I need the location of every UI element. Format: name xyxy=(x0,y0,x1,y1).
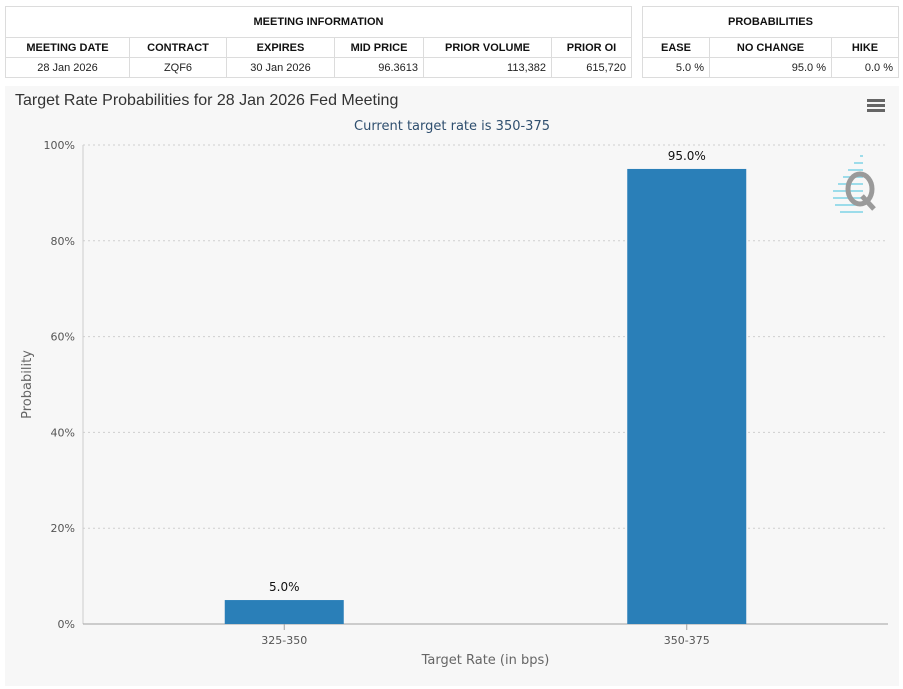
hike-value: 0.0 % xyxy=(831,57,899,78)
meeting-information-header: MEETING INFORMATION xyxy=(5,6,632,38)
y-tick-label: 20% xyxy=(51,522,75,535)
chart-subtitle: Current target rate is 350-375 xyxy=(354,119,550,134)
col-prior-oi: PRIOR OI xyxy=(551,37,632,58)
ease-value: 5.0 % xyxy=(642,57,710,78)
col-no-change: NO CHANGE xyxy=(709,37,832,58)
data-label: 95.0% xyxy=(668,149,706,163)
y-tick-label: 40% xyxy=(51,426,75,439)
col-meeting-date: MEETING DATE xyxy=(5,37,130,58)
table-row: 5.0 % 95.0 % 0.0 % xyxy=(642,57,899,78)
prior-volume-value: 113,382 xyxy=(423,57,552,78)
meeting-information-table: MEETING INFORMATION MEETING DATE CONTRAC… xyxy=(5,6,632,78)
x-axis-title: Target Rate (in bps) xyxy=(421,653,550,668)
data-label: 5.0% xyxy=(269,580,300,594)
meeting-date-value: 28 Jan 2026 xyxy=(5,57,130,78)
chart-panel: 0% 20% 40% 60% 80% 100% 5.0% 325-350 95.0% 350-37… xyxy=(5,86,899,686)
x-tick-label: 325-350 xyxy=(261,634,307,647)
y-tick-label: 80% xyxy=(51,235,75,248)
col-hike: HIKE xyxy=(831,37,899,58)
col-ease: EASE xyxy=(642,37,710,58)
probabilities-table: PROBABILITIES EASE NO CHANGE HIKE 5.0 % … xyxy=(642,6,899,78)
y-tick-label: 60% xyxy=(51,331,75,344)
bar xyxy=(627,168,747,624)
y-axis-title: Probability xyxy=(20,350,35,419)
y-tick-label: 0% xyxy=(58,618,75,631)
mid-price-value: 96.3613 xyxy=(334,57,424,78)
x-tick-label: 350-375 xyxy=(664,634,710,647)
no-change-value: 95.0 % xyxy=(709,57,832,78)
chart-title: Target Rate Probabilities for 28 Jan 202… xyxy=(15,92,399,109)
col-contract: CONTRACT xyxy=(129,37,227,58)
y-tick-label: 100% xyxy=(44,139,75,152)
col-expires: EXPIRES xyxy=(226,37,335,58)
col-prior-volume: PRIOR VOLUME xyxy=(423,37,552,58)
probabilities-header: PROBABILITIES xyxy=(642,6,899,38)
table-row: 28 Jan 2026 ZQF6 30 Jan 2026 96.3613 113… xyxy=(5,57,632,78)
contract-value: ZQF6 xyxy=(129,57,227,78)
col-mid-price: MID PRICE xyxy=(334,37,424,58)
bar xyxy=(224,600,344,624)
bar-chart: 0% 20% 40% 60% 80% 100% 5.0% 325-350 95.0% 350-37… xyxy=(20,139,888,668)
hamburger-menu-icon[interactable] xyxy=(867,99,885,113)
q-logo-icon xyxy=(833,155,876,213)
prior-oi-value: 615,720 xyxy=(551,57,632,78)
expires-value: 30 Jan 2026 xyxy=(226,57,335,78)
